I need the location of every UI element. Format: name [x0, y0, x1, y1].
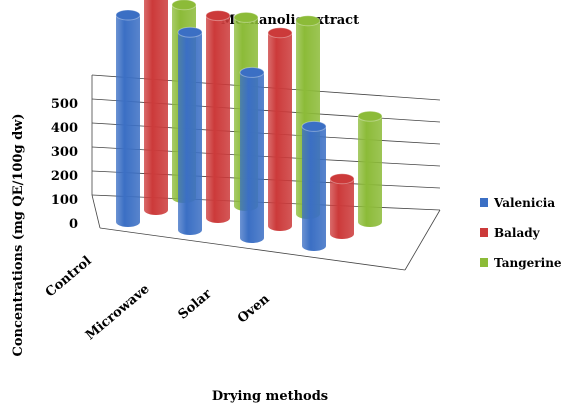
legend-swatch: [480, 258, 488, 267]
bar-body: [116, 15, 140, 227]
category-label: Solar: [176, 286, 215, 322]
bar: [329, 173, 355, 239]
category-label: Oven: [235, 291, 273, 326]
bar-body: [240, 72, 264, 244]
bar-body: [144, 0, 168, 215]
bar-top: [205, 10, 231, 22]
bar-body: [302, 126, 326, 251]
bar-top: [177, 26, 203, 38]
legend-label: Tangerine: [494, 256, 562, 270]
category-label: Microwave: [83, 282, 153, 344]
legend-label: Valenicia: [493, 196, 555, 210]
bar: [115, 9, 141, 227]
legend-swatch: [480, 228, 488, 237]
bar: [177, 26, 203, 236]
bar-top: [233, 11, 259, 23]
bar-body: [178, 32, 202, 236]
bar-top: [357, 110, 383, 122]
bar-top: [329, 173, 355, 185]
bars: [115, 0, 383, 251]
bar-top: [239, 66, 265, 78]
y-tick-label: 500: [51, 97, 78, 112]
bar-top: [267, 27, 293, 39]
bar-top: [115, 9, 141, 21]
bar-body: [358, 116, 382, 227]
floor-right-edge: [404, 209, 441, 271]
bar: [301, 120, 327, 251]
bar-top: [171, 0, 197, 11]
legend-label: Balady: [494, 226, 541, 240]
y-tick-label: 400: [51, 121, 78, 136]
bar: [267, 27, 293, 231]
y-axis-ticks: 0 100 200 300 400 500: [51, 97, 78, 232]
floor-front-edge: [99, 227, 406, 271]
legend-swatch: [480, 198, 488, 207]
bar-body: [206, 15, 230, 223]
floor-left-edge: [91, 194, 101, 229]
y-axis-title: Concentrations (mg QE/100g dw): [11, 114, 26, 357]
bar-top: [295, 15, 321, 27]
x-axis-title: Drying methods: [212, 389, 328, 404]
legend: Valenicia Balady Tangerine: [480, 196, 562, 270]
bar-body: [268, 32, 292, 231]
bar: [239, 66, 265, 244]
bar: [144, 0, 168, 215]
bar: [205, 10, 231, 223]
category-label: Control: [43, 254, 95, 301]
y-tick-label: 0: [69, 217, 78, 232]
bar-top: [301, 120, 327, 132]
y-tick-label: 100: [51, 193, 78, 208]
bar: [357, 110, 383, 227]
bar-body: [330, 178, 354, 239]
y-tick-label: 300: [51, 145, 78, 160]
y-tick-label: 200: [51, 169, 78, 184]
